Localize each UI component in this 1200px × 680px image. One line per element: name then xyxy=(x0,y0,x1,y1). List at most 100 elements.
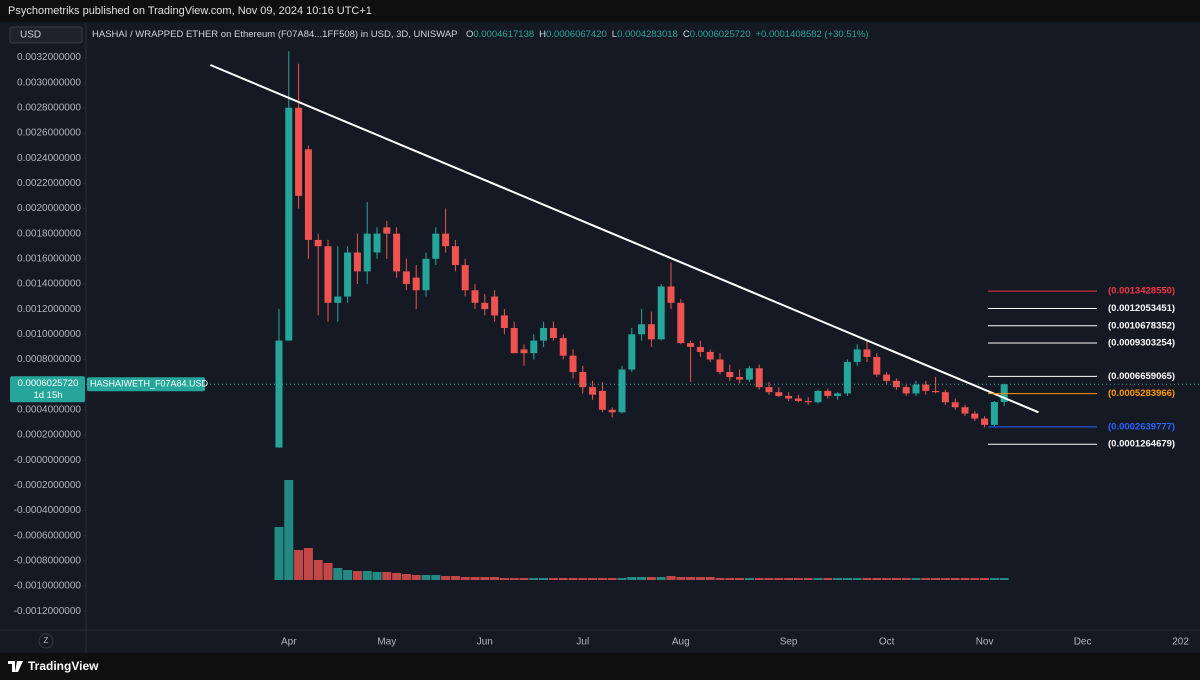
candle-body xyxy=(510,328,518,354)
volume-bar xyxy=(499,578,509,580)
candle-body xyxy=(912,384,920,394)
level-label: (0.0013428550) xyxy=(1108,286,1175,297)
candle-body xyxy=(451,246,459,266)
y-tick-label: 0.0004000000 xyxy=(17,404,81,415)
volume-bar xyxy=(656,577,666,580)
candle-body xyxy=(834,393,842,396)
volume-bar xyxy=(686,577,696,580)
volume-bar xyxy=(490,577,500,580)
y-tick-label: 0.0030000000 xyxy=(17,77,81,88)
candle-body xyxy=(804,400,812,403)
volume-bar xyxy=(999,578,1009,580)
candle-body xyxy=(863,349,871,357)
candle-body xyxy=(589,387,597,395)
x-tick-label: 202 xyxy=(1172,637,1189,648)
volume-bar xyxy=(872,578,882,580)
volume-bar xyxy=(284,480,294,580)
volume-bar xyxy=(833,578,843,580)
volume-bar xyxy=(568,578,578,580)
candle-body xyxy=(638,324,646,335)
volume-bar xyxy=(695,577,705,580)
candle-body xyxy=(755,368,763,388)
candle-body xyxy=(667,286,675,303)
volume-bar xyxy=(597,578,607,580)
volume-bar xyxy=(382,572,392,580)
level-label: (0.0012053451) xyxy=(1108,303,1175,314)
y-tick-label: -0.0002000000 xyxy=(14,480,82,491)
volume-bar xyxy=(578,578,588,580)
volume-bar xyxy=(862,578,872,580)
level-label: (0.0002639777) xyxy=(1108,421,1175,432)
candle-body xyxy=(696,346,704,352)
volume-bar xyxy=(558,578,568,580)
volume-bar xyxy=(343,570,353,580)
y-tick-label: 0.0020000000 xyxy=(17,203,81,214)
volume-bar xyxy=(470,577,480,580)
y-tick-label: 0.0002000000 xyxy=(17,430,81,441)
y-tick-label: -0.0012000000 xyxy=(14,606,82,617)
legend-key: O xyxy=(466,29,473,40)
x-tick-label: Jun xyxy=(477,637,493,648)
volume-bar xyxy=(950,578,960,580)
candle-body xyxy=(981,418,989,425)
scale-button[interactable] xyxy=(38,633,54,649)
candle-body xyxy=(324,246,332,303)
x-tick-label: May xyxy=(377,637,396,648)
symbol-box xyxy=(87,377,205,392)
candle-body xyxy=(393,233,401,272)
level-label: (0.0009303254) xyxy=(1108,338,1175,349)
candle-body xyxy=(412,277,420,291)
candle-body xyxy=(569,355,577,373)
candle-body xyxy=(314,239,322,247)
volume-bar xyxy=(813,578,823,580)
volume-bar xyxy=(333,568,343,580)
volume-bar xyxy=(519,578,529,580)
candle-body xyxy=(775,392,783,396)
header-text: Psychometriks published on TradingView.c… xyxy=(8,5,372,17)
y-tick-label: 0.0010000000 xyxy=(17,329,81,340)
symbol-label: HASHAIWETH_F07A84.USD xyxy=(90,379,209,389)
y-tick-label: 0.0028000000 xyxy=(17,102,81,113)
candle-body xyxy=(481,302,489,310)
volume-bar xyxy=(294,550,304,580)
volume-bar xyxy=(548,578,558,580)
legend-title: HASHAI / WRAPPED ETHER on Ethereum (F07A… xyxy=(92,29,457,40)
y-tick-label: 0.0032000000 xyxy=(17,52,81,63)
volume-bar xyxy=(715,578,725,580)
y-tick-label: 0.0018000000 xyxy=(17,228,81,239)
candle-body xyxy=(843,361,851,394)
volume-bar xyxy=(607,578,617,580)
volume-bar xyxy=(676,577,686,580)
y-tick-label: 0.0022000000 xyxy=(17,178,81,189)
candle-body xyxy=(344,252,352,297)
volume-bar xyxy=(372,572,382,580)
candle-body xyxy=(726,372,734,378)
x-tick-label: Apr xyxy=(281,637,297,648)
candle-body xyxy=(951,402,959,408)
candle-body xyxy=(716,359,724,373)
candle-body xyxy=(892,380,900,388)
volume-bar xyxy=(392,573,402,580)
candle-body xyxy=(647,324,655,340)
candle-body xyxy=(765,387,773,393)
candle-body xyxy=(883,374,891,381)
volume-bar xyxy=(764,578,774,580)
volume-bar xyxy=(911,578,921,580)
candle-body xyxy=(941,392,949,403)
volume-bar xyxy=(921,578,931,580)
volume-bar xyxy=(441,576,451,580)
volume-bar xyxy=(891,578,901,580)
volume-bar xyxy=(274,527,284,580)
candle-body xyxy=(785,395,793,399)
brand-logo xyxy=(8,661,23,672)
y-tick-label: 0.0012000000 xyxy=(17,304,81,315)
volume-bar xyxy=(970,578,980,580)
volume-bar xyxy=(421,575,431,580)
volume-bar xyxy=(882,578,892,580)
candle-body xyxy=(687,343,695,347)
volume-bar xyxy=(901,578,911,580)
legend-key: C xyxy=(683,29,690,40)
currency-button[interactable] xyxy=(9,26,83,44)
volume-bar xyxy=(784,578,794,580)
countdown-label: 1d 15h xyxy=(33,390,62,401)
